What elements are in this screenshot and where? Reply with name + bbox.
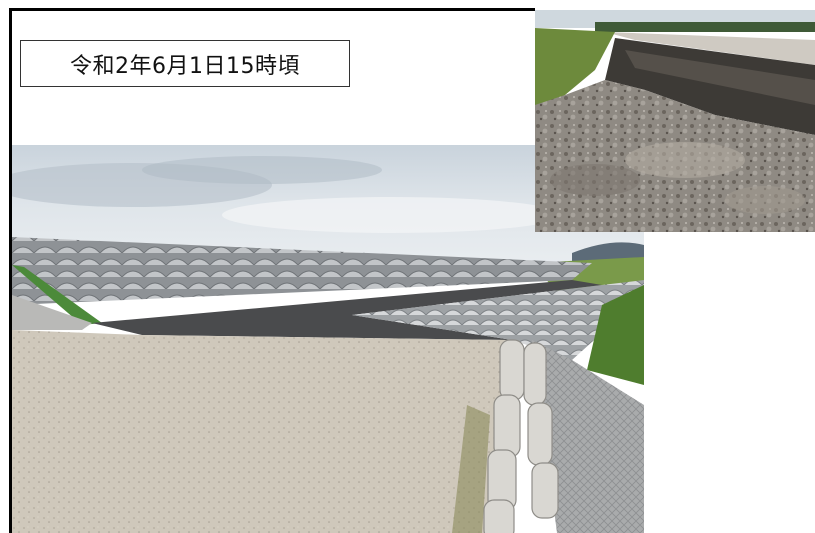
date-caption: 令和2年6月1日15時頃 (70, 53, 300, 79)
main-photo-graphic (12, 145, 644, 533)
main-photo (12, 145, 644, 533)
frame-line-top (9, 8, 535, 11)
date-caption-box: 令和2年6月1日15時頃 (20, 40, 350, 87)
frame-line-left (9, 8, 12, 533)
inset-photo-graphic (535, 10, 815, 232)
inset-photo (535, 10, 815, 232)
